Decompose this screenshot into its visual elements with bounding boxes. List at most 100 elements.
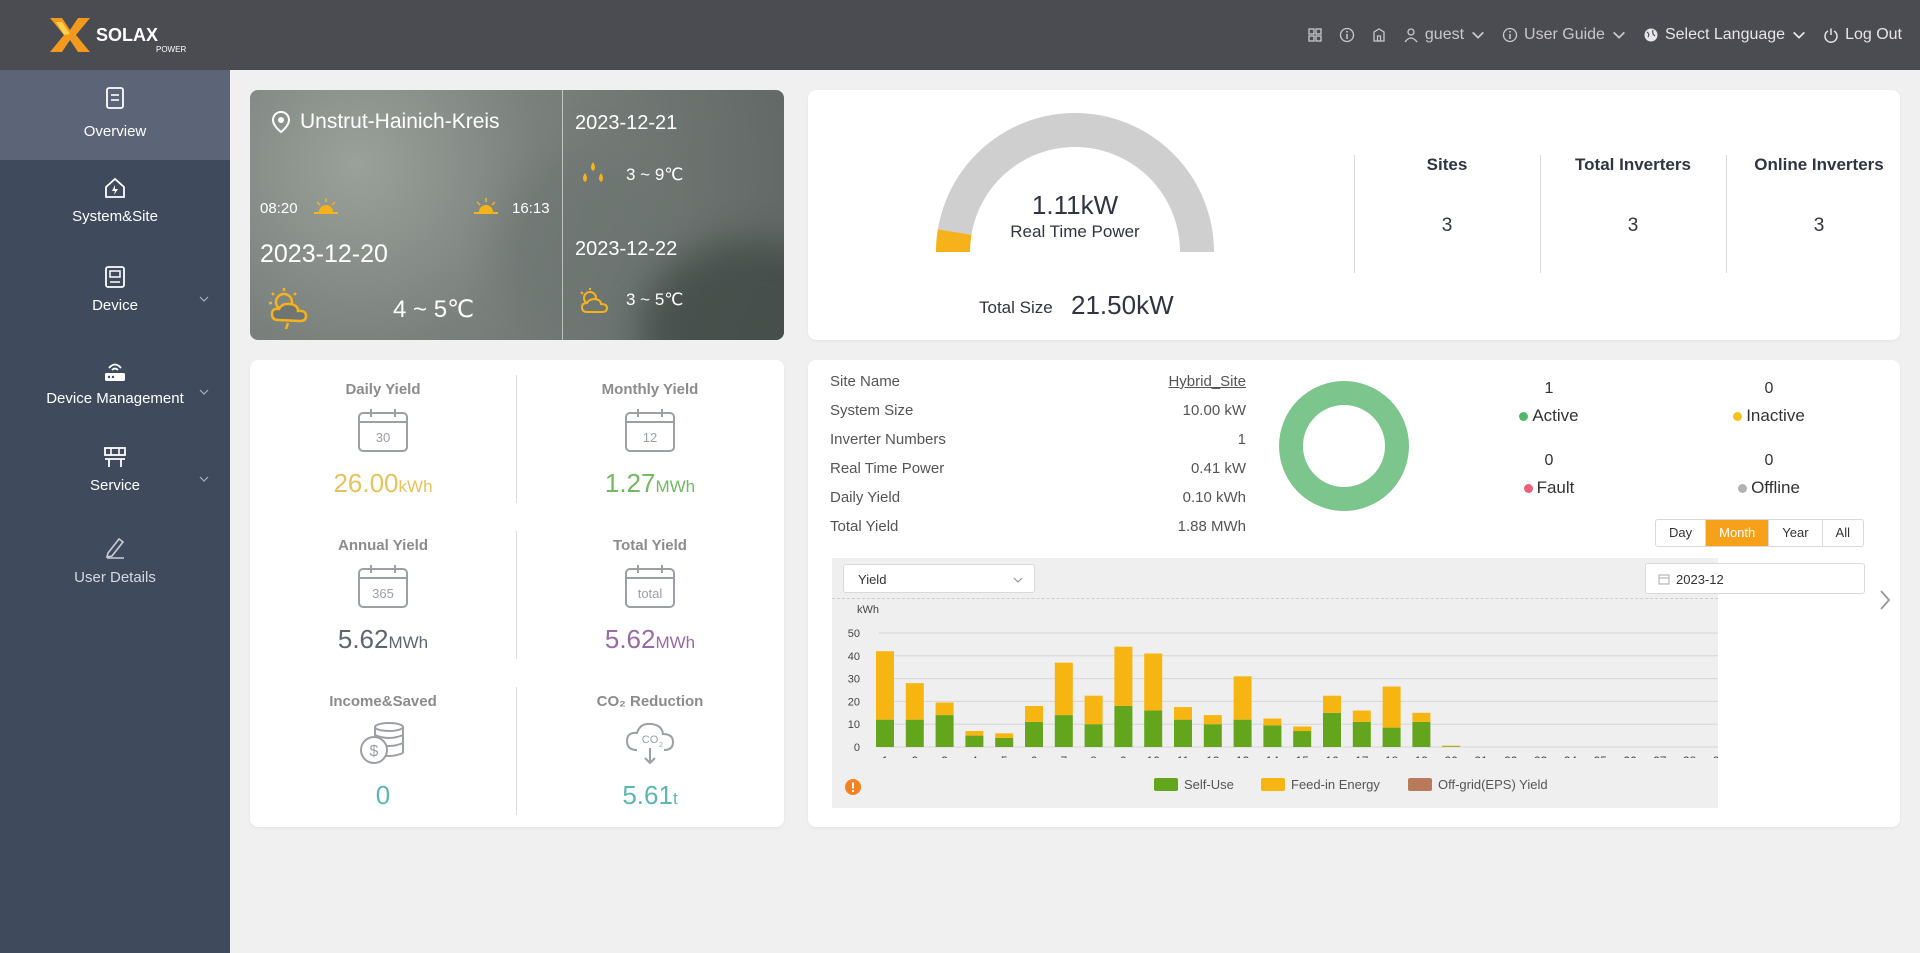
fault-dot (1523, 484, 1533, 494)
range-day-button[interactable]: Day (1669, 525, 1693, 540)
inactive-label: Inactive (1746, 406, 1805, 425)
offline-status: 0 Offline (1709, 452, 1829, 498)
logout-label: Log Out (1845, 26, 1902, 43)
total-size-value: 21.50kW (1071, 290, 1174, 320)
site-status-donut (1279, 381, 1409, 511)
sidebar-item-overview[interactable]: Overview (0, 70, 230, 160)
warning-icon[interactable] (845, 779, 861, 795)
date-picker[interactable]: 2023-12 (1645, 563, 1865, 594)
x-tick-label: 9 (1120, 754, 1127, 758)
range-month-button[interactable]: Month (1705, 520, 1769, 546)
offline-label: Offline (1751, 478, 1800, 497)
bar-segment (995, 737, 1014, 747)
bar-segment (1144, 710, 1163, 747)
gauge-track (936, 113, 1214, 253)
grid-icon (1308, 28, 1322, 42)
annual-yield: Annual Yield 365 5.62MWh (253, 537, 513, 655)
range-all-button[interactable]: All (1821, 520, 1863, 546)
monthly-yield: Monthly Yield 12 1.27MWh (520, 381, 780, 499)
x-tick-label: 12 (1206, 754, 1220, 758)
bar-segment (935, 715, 954, 747)
legend-self-use[interactable]: Self-Use (1154, 777, 1234, 792)
calendar-icon-text: 30 (376, 430, 390, 445)
bar-segment (1233, 719, 1252, 747)
x-tick-label: 19 (1415, 754, 1429, 758)
home-icon (105, 177, 125, 198)
sidebar-item-device-management[interactable]: Device Management (0, 340, 230, 430)
weather-card: Unstrut-Hainich-Kreis 08:20 16:13 2023-1… (250, 90, 784, 340)
x-tick-label: 22 (1504, 754, 1518, 758)
real-time-power-value: 1.11kW (1031, 190, 1119, 220)
sidebar-item-service[interactable]: Service (0, 430, 230, 520)
x-tick-label: 3 (941, 754, 948, 758)
bar-segment (1084, 724, 1103, 747)
user-guide-menu[interactable]: User Guide (1494, 26, 1635, 44)
annual-yield-number: 5.62 (337, 624, 389, 654)
total-inverters-value: 3 (1627, 215, 1639, 236)
income-saved-value: 0 (375, 780, 391, 810)
co2-reduction-label: CO₂ Reduction (596, 693, 704, 710)
sidebar-item-user-details[interactable]: User Details (0, 520, 230, 610)
divider (1540, 155, 1541, 273)
sidebar-item-device[interactable]: Device (0, 250, 230, 340)
online-inverters-stat: Online Inverters 3 (1729, 155, 1909, 237)
service-icon (104, 447, 126, 467)
x-tick-label: 7 (1060, 754, 1067, 758)
x-tick-label: 29 (1713, 754, 1718, 758)
monthly-yield-value: 1.27MWh (520, 468, 780, 499)
metric-select[interactable]: Yield (843, 564, 1035, 593)
user-menu[interactable]: guest (1395, 26, 1494, 44)
online-inverters-value: 3 (1813, 215, 1825, 236)
x-tick-label: 1 (882, 754, 889, 758)
bar-segment (1233, 676, 1252, 720)
site-name-link[interactable]: Hybrid_Site (1168, 373, 1246, 390)
site-info-key: Daily Yield (830, 489, 901, 506)
legend-feed-in[interactable]: Feed-in Energy (1261, 777, 1380, 792)
range-year-button[interactable]: Year (1768, 520, 1821, 546)
y-tick-label: 20 (848, 696, 860, 708)
building-icon (1373, 28, 1385, 42)
y-tick-label: 10 (848, 719, 860, 731)
bar-segment (1054, 715, 1073, 747)
sidebar-item-label: Device (92, 297, 138, 314)
bar-segment (1263, 718, 1282, 726)
bar-segment (1203, 715, 1222, 725)
sidebar-item-label: Overview (83, 123, 147, 140)
grid-icon-button[interactable] (1299, 27, 1331, 43)
monthly-yield-label: Monthly Yield (601, 381, 699, 398)
solax-logo[interactable]: SOLAX POWER (48, 14, 198, 56)
info-icon-button[interactable] (1331, 27, 1363, 43)
calendar-icon-text: 12 (643, 430, 657, 445)
bar-segment (876, 719, 894, 747)
x-tick-label: 8 (1090, 754, 1097, 758)
x-tick-label: 14 (1266, 754, 1280, 758)
co2-cloud-icon: CO 2 (625, 722, 675, 765)
x-tick-label: 26 (1623, 754, 1637, 758)
weather-location: Unstrut-Hainich-Kreis (300, 110, 500, 133)
legend-off-grid[interactable]: Off-grid(EPS) Yield (1408, 777, 1548, 792)
chevron-right-icon[interactable] (1878, 588, 1892, 612)
brand-sub-text: POWER (156, 45, 186, 54)
yield-chart: 01020304050kWh(Day)123456789101112131415… (848, 604, 1718, 758)
svg-text:CO: CO (642, 734, 659, 746)
language-menu[interactable]: Select Language (1635, 26, 1815, 44)
calendar-icon-text: total (638, 586, 663, 601)
logout-button[interactable]: Log Out (1815, 26, 1910, 44)
total-size-label: Total Size (979, 298, 1053, 317)
active-label: Active (1532, 406, 1579, 425)
legend-label: Off-grid(EPS) Yield (1438, 777, 1548, 792)
building-icon-button[interactable] (1363, 27, 1395, 43)
annual-yield-value: 5.62MWh (253, 624, 513, 655)
sidebar-item-system-site[interactable]: System&Site (0, 160, 230, 250)
coins-icon: $ (360, 722, 404, 764)
monthly-yield-unit: MWh (655, 477, 696, 496)
site-info-value: 10.00 kW (1182, 402, 1246, 419)
online-inverters-label: Online Inverters (1754, 155, 1884, 174)
bar-segment (1054, 662, 1073, 716)
sidebar-item-label: User Details (74, 569, 156, 586)
bar-segment (1442, 745, 1461, 747)
sidebar-item-label: Device Management (46, 390, 184, 407)
calendar-icon: 365 (358, 565, 408, 608)
bar-segment (1203, 724, 1222, 747)
real-time-power-label: Real Time Power (1010, 222, 1140, 241)
